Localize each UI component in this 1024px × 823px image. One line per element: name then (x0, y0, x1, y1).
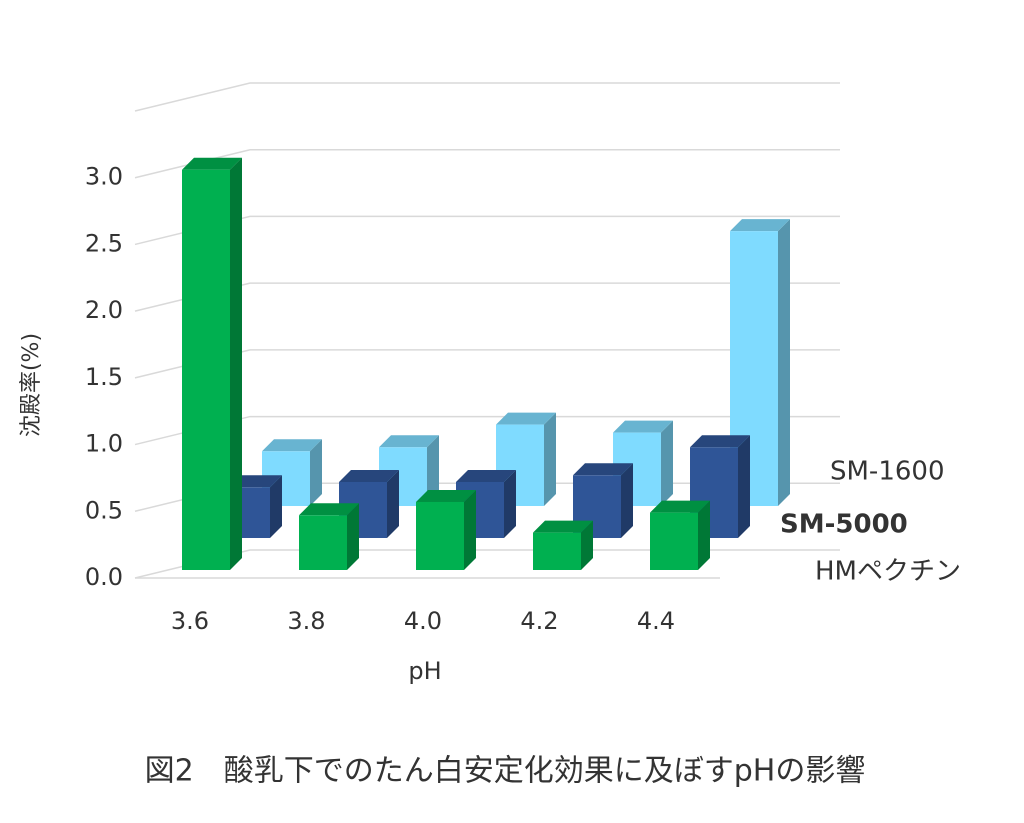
bar-top (416, 489, 476, 502)
wall-edge (134, 82, 840, 112)
y-tick-label: 1.5 (85, 363, 123, 391)
bar-top (182, 157, 242, 170)
grid-line (134, 282, 840, 312)
y-tick-label: 2.0 (85, 296, 123, 324)
grid-line (134, 148, 840, 179)
bar-side (544, 412, 556, 506)
bar-front (650, 512, 698, 570)
bar-top (496, 412, 556, 425)
bar-front (182, 169, 230, 570)
bar-side (310, 439, 322, 506)
bar-front (299, 515, 347, 570)
x-tick-label: 4.4 (637, 607, 675, 635)
bar-side (427, 435, 439, 506)
bar-top (573, 463, 633, 476)
bar-side (778, 219, 790, 506)
bar (416, 489, 476, 570)
bar-top (299, 503, 359, 516)
legend-label: HMペクチン (815, 557, 961, 587)
bar-top (613, 420, 673, 433)
bar-side (661, 420, 673, 506)
chart-title: 図2 酸乳下でのたん白安定化効果に及ぼすpHの影響 (145, 754, 866, 789)
bar (182, 157, 242, 570)
grid-line (134, 549, 840, 579)
bar-side (738, 435, 750, 538)
x-tick-label: 3.8 (287, 607, 325, 635)
x-axis-title: pH (408, 657, 441, 685)
bar-front (533, 532, 581, 570)
bar-side (464, 489, 476, 570)
grid-line (134, 349, 840, 379)
bar-side (698, 500, 710, 570)
bar-side (347, 503, 359, 570)
bar-side (504, 469, 516, 538)
bar-top (262, 439, 322, 452)
bar-side (621, 463, 633, 538)
x-tick-label: 3.6 (171, 607, 209, 635)
x-tick-label: 4.2 (520, 607, 558, 635)
bar-top (533, 520, 593, 533)
legend-label: SM-1600 (830, 457, 945, 487)
bar-front (416, 501, 464, 570)
bar-top (456, 469, 516, 482)
bar (650, 500, 710, 570)
bar (299, 503, 359, 570)
bar-top (650, 500, 710, 513)
y-tick-label: 2.5 (85, 229, 123, 257)
legend-label: SM-5000 (780, 510, 908, 540)
bar-top (379, 435, 439, 448)
bar-top (339, 469, 399, 482)
y-tick-label: 1.0 (85, 430, 123, 458)
bar-side (230, 157, 242, 570)
grid-line (134, 415, 840, 446)
y-axis-title: 沈殿率(%) (19, 333, 44, 437)
bar-side (581, 520, 593, 570)
bar (339, 469, 399, 538)
bar (533, 520, 593, 570)
bar-side (270, 475, 282, 538)
grid-line (134, 215, 840, 246)
bar-top (730, 219, 790, 232)
y-tick-label: 3.0 (85, 163, 123, 191)
bar-side (387, 469, 399, 538)
bar (573, 463, 633, 538)
x-tick-label: 4.0 (404, 607, 442, 635)
bar-top (690, 435, 750, 448)
y-tick-label: 0.5 (85, 496, 123, 524)
y-tick-label: 0.0 (85, 563, 123, 591)
